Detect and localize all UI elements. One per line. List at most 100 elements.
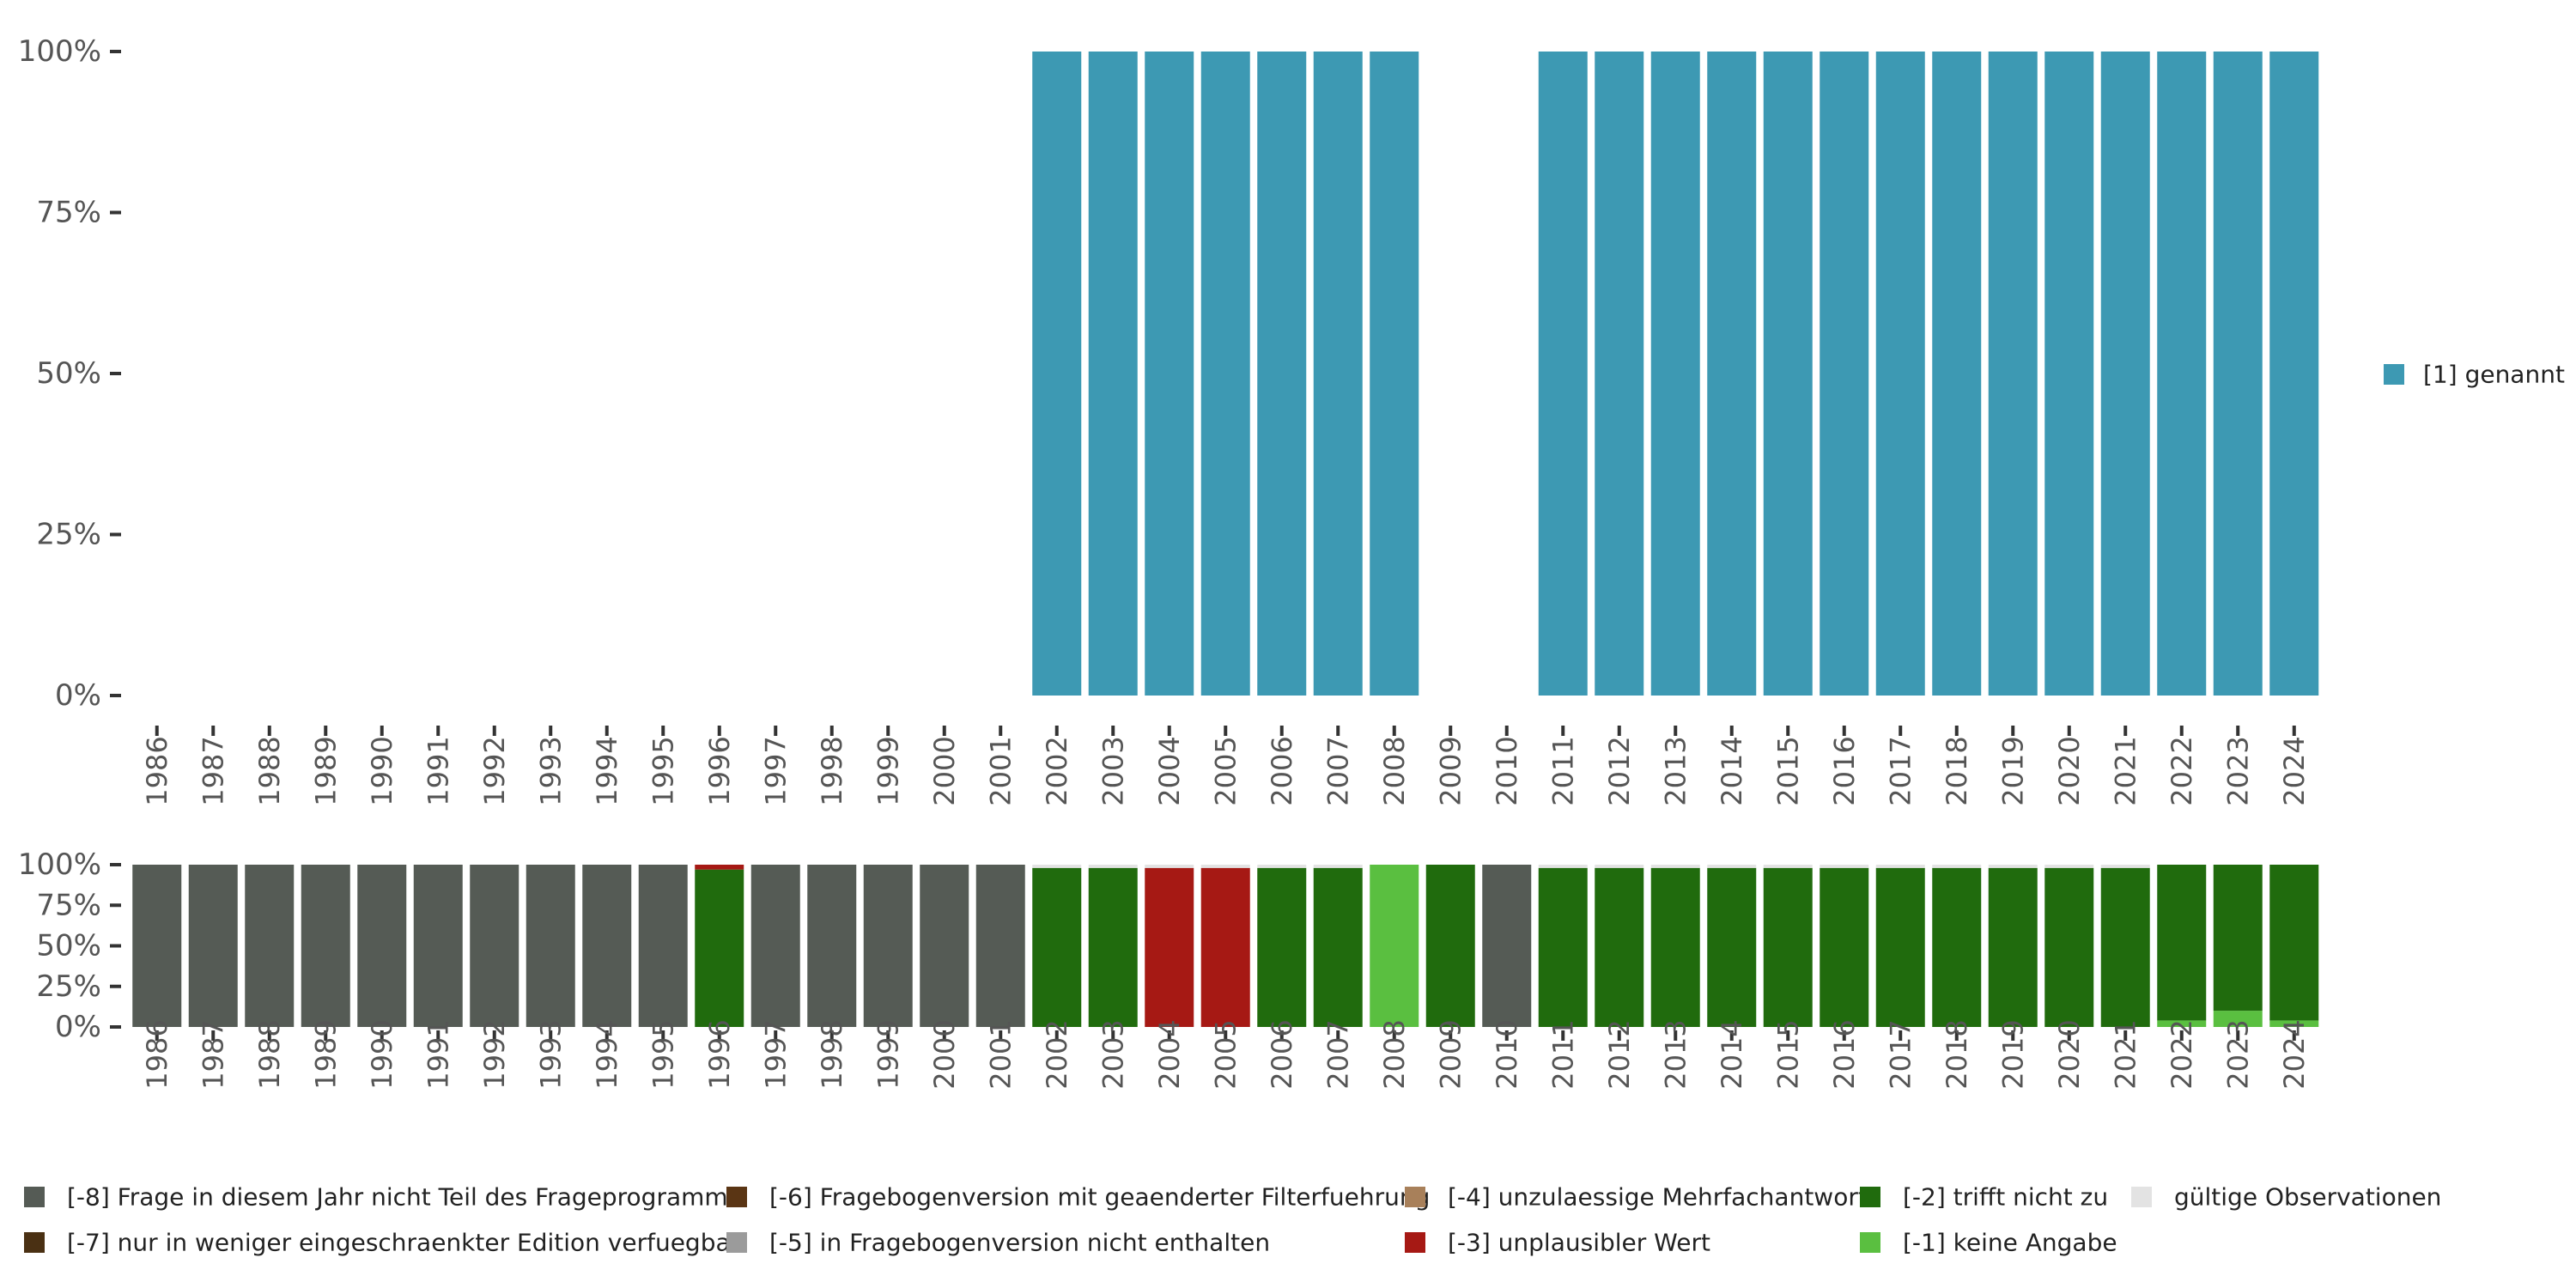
x-tick-label: 1992 <box>478 1019 511 1089</box>
x-tick-label: 2000 <box>928 1019 961 1089</box>
legend-swatch <box>1860 1232 1880 1253</box>
bar-2004 <box>1145 867 1194 1027</box>
bar-2020 <box>2044 865 2094 868</box>
bar-2012 <box>1595 867 1644 1027</box>
bar-2009 <box>1425 865 1475 1027</box>
bar-2019 <box>1988 865 2038 868</box>
y-tick-label: 75% <box>36 888 101 922</box>
y-tick-label: 100% <box>18 34 101 69</box>
bar-2018 <box>1932 865 1982 868</box>
bar-2010 <box>1482 865 1532 1027</box>
x-tick-label: 2001 <box>984 736 1017 805</box>
bar-2008 <box>1370 865 1419 1027</box>
bar-1999 <box>863 865 913 1027</box>
y-tick-label: 0% <box>55 678 101 713</box>
legend-label: [-1] keine Angabe <box>1903 1229 2117 1257</box>
x-tick-label: 2004 <box>1153 1019 1186 1089</box>
bar-2003 <box>1088 867 1138 1027</box>
y-tick-label: 100% <box>18 848 101 882</box>
x-tick-label: 1998 <box>816 1019 848 1089</box>
bar-2014 <box>1707 52 1757 696</box>
legend-swatch <box>2131 1187 2152 1207</box>
bar-2003 <box>1088 865 1138 868</box>
bar-1991 <box>413 865 463 1027</box>
x-tick-label: 2020 <box>2053 736 2086 805</box>
legend-swatch <box>726 1232 747 1253</box>
bar-1989 <box>301 865 350 1027</box>
x-tick-label: 2020 <box>2053 1019 2086 1089</box>
x-tick-label: 1989 <box>309 1019 342 1089</box>
bar-2004 <box>1145 52 1194 696</box>
x-tick-label: 2021 <box>2109 736 2142 805</box>
top-legend: [1] genannt <box>2384 361 2565 389</box>
y-tick-label: 50% <box>36 929 101 963</box>
x-tick-label: 2022 <box>2166 1019 2198 1089</box>
bar-2011 <box>1538 867 1588 1027</box>
bar-2011 <box>1538 52 1588 696</box>
bar-2024 <box>2269 865 2319 1021</box>
x-tick-label: 1997 <box>759 736 792 805</box>
x-tick-label: 2006 <box>1266 1019 1298 1089</box>
x-tick-label: 2017 <box>1884 1019 1917 1089</box>
bar-2018 <box>1932 867 1982 1027</box>
x-tick-label: 2004 <box>1153 736 1186 805</box>
x-tick-label: 2016 <box>1828 736 1861 805</box>
x-tick-label: 2002 <box>1041 1019 1073 1089</box>
legend-swatch <box>726 1187 747 1207</box>
x-tick-label: 1999 <box>872 1019 904 1089</box>
x-tick-label: 2021 <box>2109 1019 2142 1089</box>
bar-1992 <box>470 865 519 1027</box>
legend-label: [1] genannt <box>2423 361 2565 389</box>
bar-2015 <box>1763 865 1813 868</box>
legend-swatch <box>2384 364 2404 385</box>
x-tick-label: 2009 <box>1434 736 1467 805</box>
x-tick-label: 2023 <box>2221 736 2254 805</box>
x-tick-label: 1992 <box>478 736 511 805</box>
x-tick-label: 2018 <box>1941 736 1973 805</box>
x-tick-label: 2005 <box>1209 736 1242 805</box>
bar-2002 <box>1032 867 1082 1027</box>
x-tick-label: 1995 <box>647 1019 679 1089</box>
bar-2015 <box>1763 52 1813 696</box>
bar-2023 <box>2213 52 2263 696</box>
x-tick-label: 1986 <box>141 736 173 805</box>
bar-2022 <box>2157 865 2207 1021</box>
y-tick-label: 25% <box>36 969 101 1004</box>
legend-label: [-2] trifft nicht zu <box>1903 1183 2108 1212</box>
x-tick-label: 1995 <box>647 736 679 805</box>
bar-1990 <box>357 865 407 1027</box>
bar-1998 <box>807 865 857 1027</box>
bottom-chart-panel: 0% 25% 50% 75% 100% 1986 1987 1988 1989 1990 1991 1… <box>18 848 2319 1090</box>
bar-2005 <box>1200 865 1250 868</box>
x-tick-label: 2003 <box>1097 736 1129 805</box>
bar-2022 <box>2157 1020 2207 1027</box>
x-tick-label: 2007 <box>1321 736 1354 805</box>
x-tick-label: 2008 <box>1378 1019 1411 1089</box>
x-tick-label: 2009 <box>1434 1019 1467 1089</box>
x-tick-label: 1996 <box>703 736 736 805</box>
x-tick-label: 1996 <box>703 1019 736 1089</box>
x-tick-label: 2023 <box>2221 1019 2254 1089</box>
bar-2016 <box>1820 52 1869 696</box>
bar-2007 <box>1313 865 1363 868</box>
x-tick-label: 2015 <box>1771 736 1804 805</box>
bar-2016 <box>1820 865 1869 868</box>
legend-label: [-6] Fragebogenversion mit geaenderter F… <box>769 1183 1430 1212</box>
legend-label: gültige Observationen <box>2174 1183 2441 1212</box>
bar-2002 <box>1032 865 1082 868</box>
legend-label: [-3] unplausibler Wert <box>1448 1229 1710 1257</box>
x-tick-label: 2022 <box>2166 736 2198 805</box>
x-tick-label: 2010 <box>1491 1019 1523 1089</box>
bar-1994 <box>582 865 632 1027</box>
x-tick-label: 2002 <box>1041 736 1073 805</box>
x-tick-label: 2012 <box>1603 736 1636 805</box>
legend-label: [-5] in Fragebogenversion nicht enthalte… <box>769 1229 1270 1257</box>
bar-2006 <box>1257 865 1307 868</box>
x-tick-label: 2018 <box>1941 1019 1973 1089</box>
x-tick-label: 1990 <box>366 1019 398 1089</box>
x-tick-label: 1990 <box>366 736 398 805</box>
bar-1996 <box>695 869 744 1027</box>
x-tick-label: 1998 <box>816 736 848 805</box>
bar-2013 <box>1650 867 1700 1027</box>
